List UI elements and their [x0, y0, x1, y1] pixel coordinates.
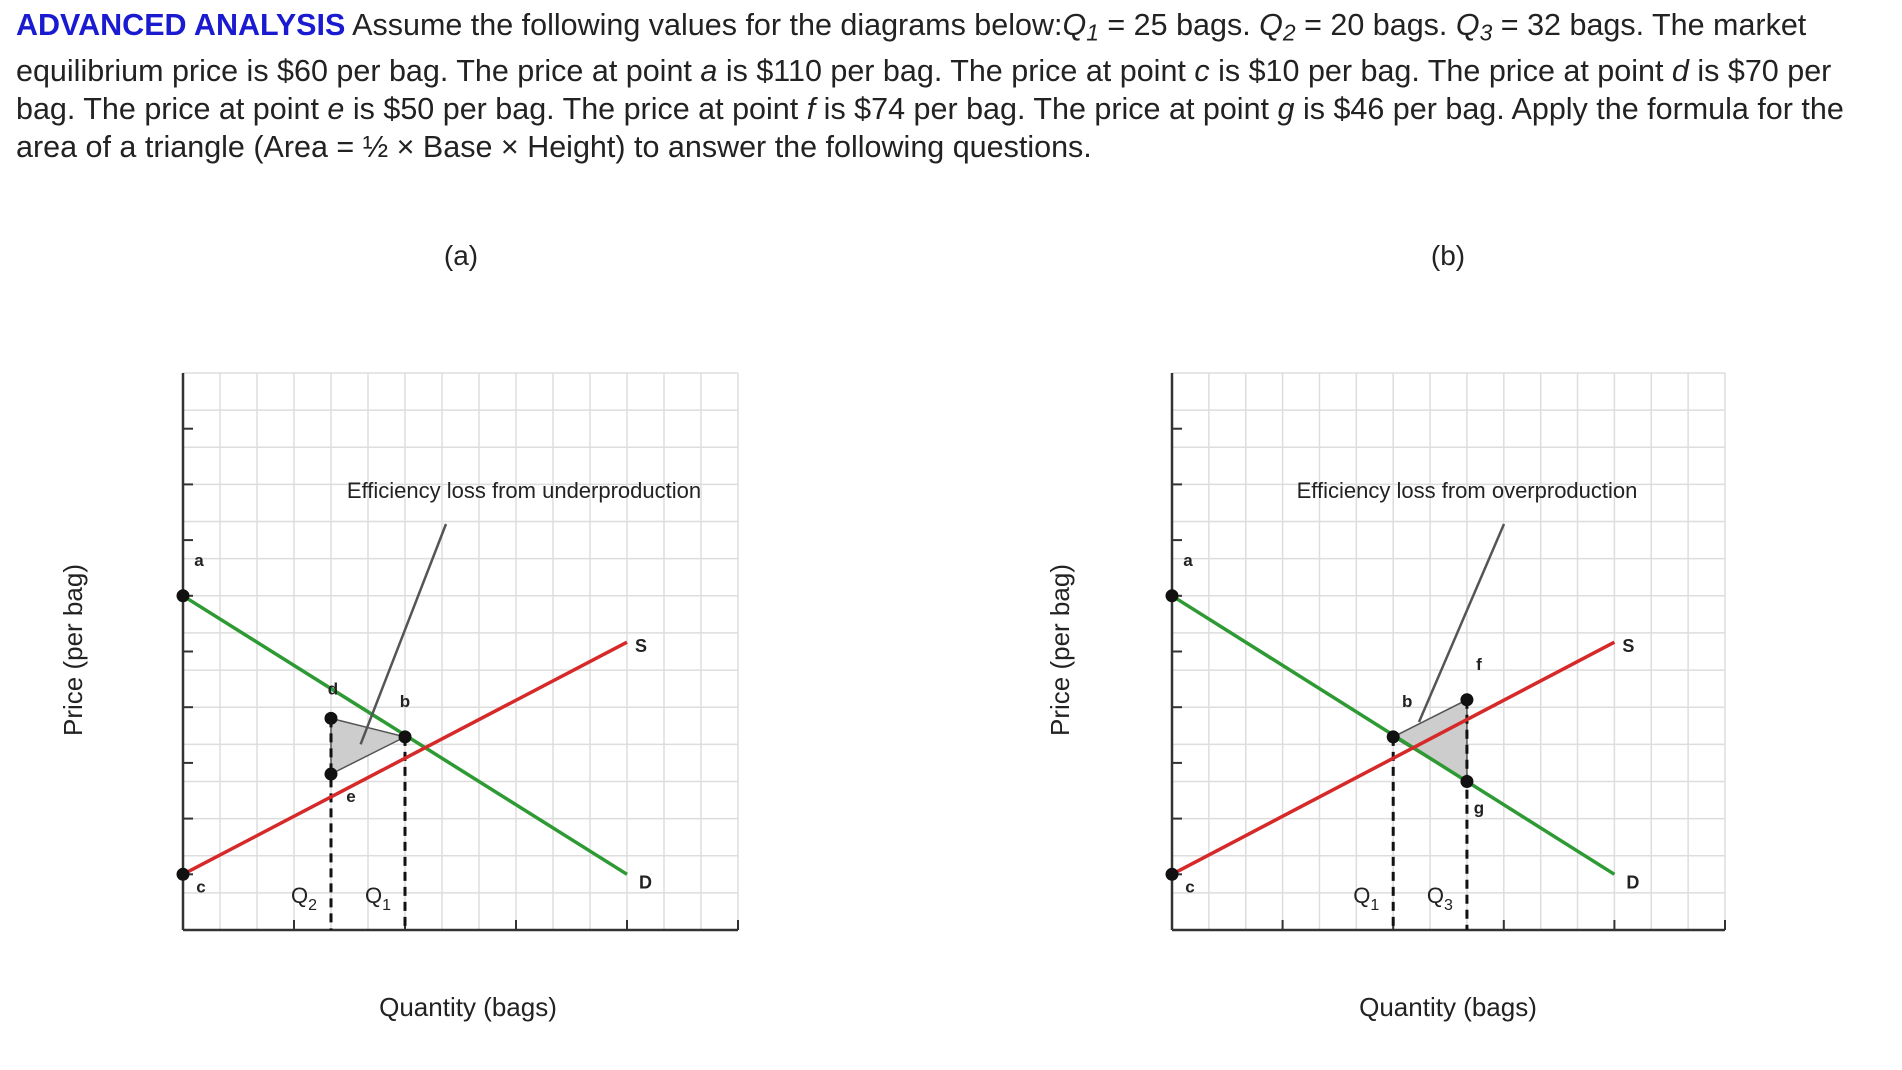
annotation-pointer	[1417, 523, 1506, 723]
quantity-label-subscript: 1	[1370, 897, 1379, 914]
problem-statement: ADVANCED ANALYSIS Assume the following v…	[16, 6, 1892, 166]
point-symbol: e	[327, 91, 345, 126]
quantity-subscript: 2	[1282, 19, 1296, 46]
annotation-text: Efficiency loss from underproduction	[347, 478, 701, 503]
problem-text: = 20 bags.	[1295, 8, 1456, 42]
demand-label: D	[639, 872, 652, 892]
y-axis-label: Price (per bag)	[58, 564, 88, 736]
quantity-label-subscript: 1	[382, 897, 391, 914]
point-c-label: c	[1185, 877, 1194, 896]
point-f-label: f	[1476, 655, 1482, 674]
quantity-label: Q1	[1353, 883, 1379, 914]
panel-label: (a)	[444, 240, 478, 271]
demand-label: D	[1626, 872, 1639, 892]
point-a-label: a	[194, 551, 204, 570]
point-b-label: b	[1402, 692, 1412, 711]
point-symbol: a	[700, 53, 718, 88]
quantity-label: Q2	[291, 883, 317, 914]
problem-lead: ADVANCED ANALYSIS	[16, 8, 346, 42]
point-e-label: e	[346, 787, 355, 806]
x-axis-label: Quantity (bags)	[1359, 992, 1537, 1022]
problem-text: is $110 per bag. The price at point	[717, 53, 1195, 88]
quantity-label-letter: Q	[1427, 883, 1444, 908]
point-a-marker	[176, 589, 190, 603]
problem-text: = 32 bags. The market equilibrium price …	[16, 8, 1807, 88]
point-c-label: c	[196, 877, 205, 896]
point-b-label: b	[400, 692, 410, 711]
quantity-label-letter: Q	[1353, 883, 1370, 908]
point-g-label: g	[1474, 798, 1484, 817]
point-a-marker	[1165, 589, 1179, 603]
point-symbol: f	[806, 91, 816, 126]
point-symbol: g	[1277, 91, 1295, 126]
point-b-marker	[398, 730, 412, 744]
quantity-symbol: Q	[1062, 8, 1087, 42]
problem-text: is $10 per bag. The price at point	[1209, 53, 1672, 88]
point-a-label: a	[1183, 551, 1193, 570]
annotation-pointer	[359, 523, 448, 745]
annotation-text: Efficiency loss from overproduction	[1297, 478, 1638, 503]
x-axis-label: Quantity (bags)	[379, 992, 557, 1022]
panel-label: (b)	[1431, 240, 1465, 271]
point-symbol: c	[1194, 53, 1210, 88]
point-symbol: d	[1671, 53, 1689, 88]
quantity-symbol: Q	[1259, 8, 1283, 42]
problem-text: is $50 per bag. The price at point	[344, 91, 807, 126]
quantity-subscript: 3	[1479, 19, 1493, 46]
y-axis-label: Price (per bag)	[1045, 564, 1075, 736]
point-b-marker	[1386, 730, 1400, 744]
problem-text: is $74 per bag. The price at point	[815, 91, 1278, 126]
point-f-marker	[1460, 693, 1474, 707]
quantity-label-letter: Q	[291, 883, 308, 908]
problem-text: is $46 per bag. Apply the formula for th…	[16, 91, 1844, 164]
quantity-label: Q1	[365, 883, 391, 914]
supply-curve	[1171, 640, 1616, 876]
quantity-subscript: 1	[1086, 19, 1099, 46]
quantity-label-subscript: 3	[1444, 897, 1453, 914]
point-d-label: d	[328, 679, 338, 698]
quantity-label-letter: Q	[365, 883, 382, 908]
problem-text: is $70 per bag. The price at point	[16, 53, 1832, 126]
supply-label: S	[635, 636, 647, 656]
point-d-marker	[324, 711, 338, 725]
problem-text: Assume the following values for the diag…	[345, 8, 1063, 42]
problem-text: = 25 bags.	[1098, 8, 1260, 42]
point-c-marker	[1165, 867, 1179, 881]
quantity-symbol: Q	[1455, 8, 1480, 42]
supply-curve	[182, 640, 628, 876]
quantity-label-subscript: 2	[308, 897, 317, 914]
supply-label: S	[1622, 636, 1634, 656]
point-e-marker	[324, 767, 338, 781]
point-g-marker	[1460, 774, 1474, 788]
quantity-label: Q3	[1427, 883, 1453, 914]
point-c-marker	[176, 867, 190, 881]
